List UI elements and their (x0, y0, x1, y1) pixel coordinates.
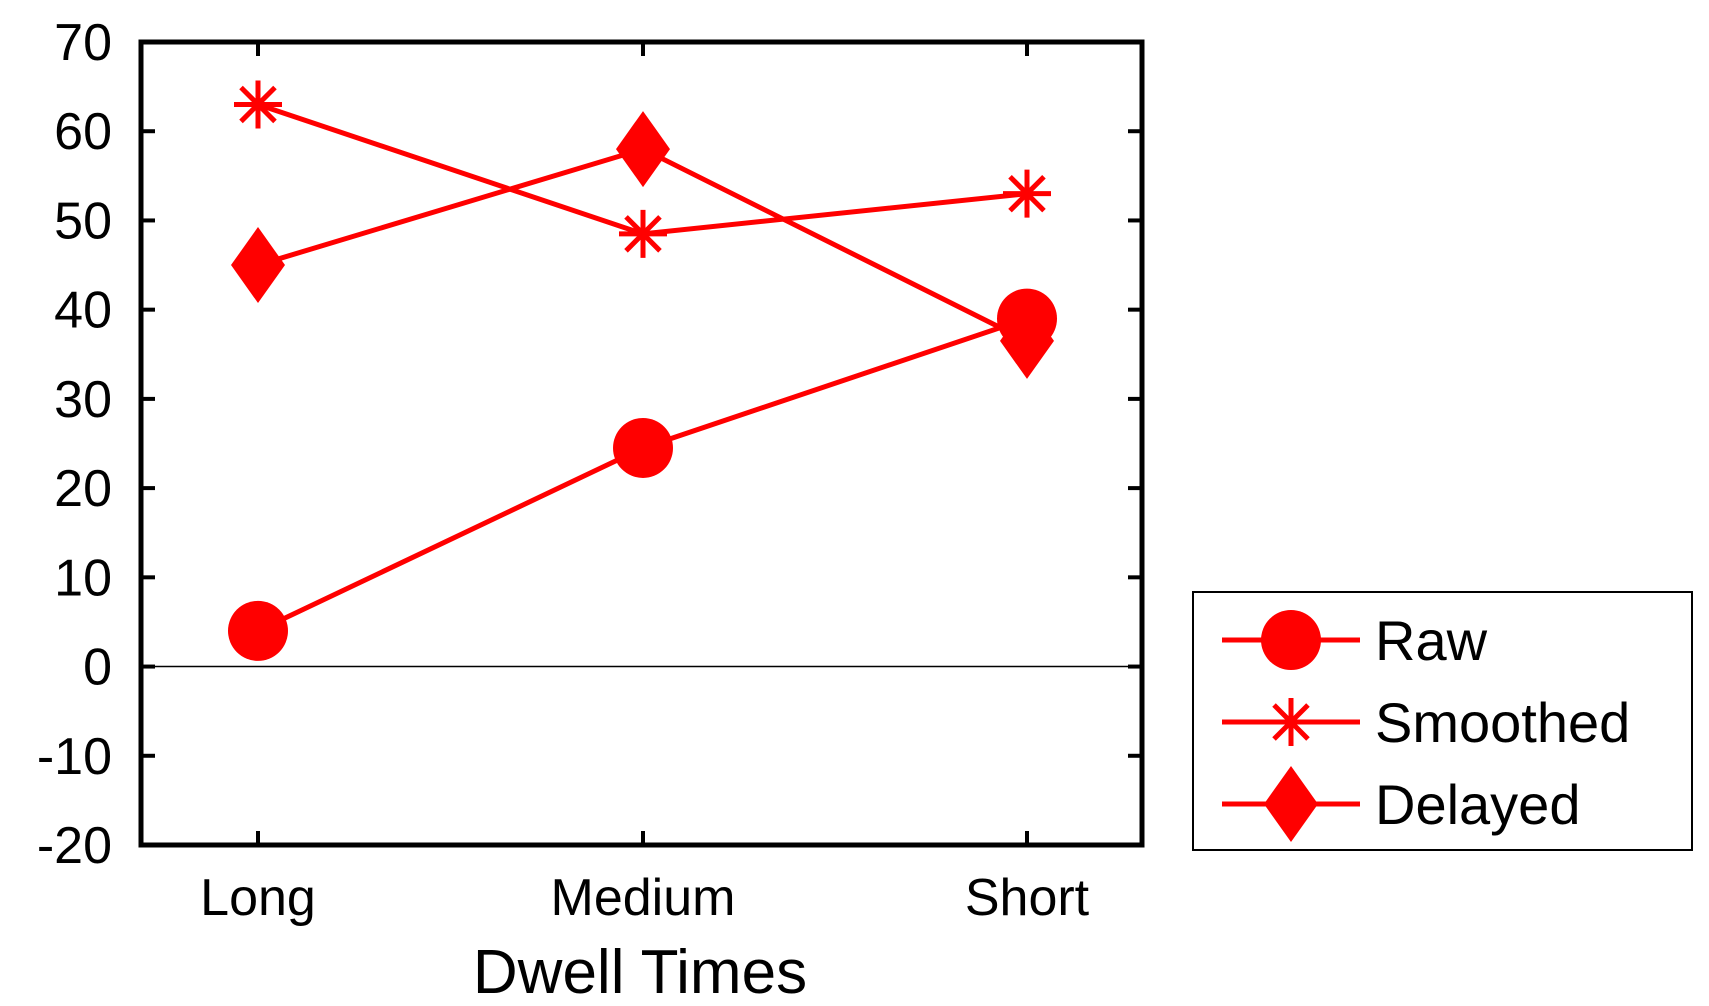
y-tick-label: 20 (54, 460, 112, 518)
y-tick-label: -10 (37, 728, 112, 786)
legend-diamond-marker (1264, 766, 1318, 842)
legend: Raw Smoothed Delayed (1192, 591, 1693, 851)
data-point-asterisk (619, 209, 667, 258)
series-smoothed (234, 80, 1051, 258)
legend-label: Raw (1375, 609, 1488, 672)
data-series (228, 80, 1057, 661)
y-tick-label: 50 (54, 192, 112, 250)
y-tick-labels: 70 60 50 40 30 20 10 0 -10 -20 (37, 14, 112, 875)
data-point-diamond (1000, 302, 1054, 379)
legend-item: Raw (1222, 609, 1488, 672)
y-tick-label: 0 (83, 639, 112, 697)
data-point-diamond (616, 111, 670, 188)
plot-frame (138, 39, 1145, 848)
data-point-asterisk (1003, 169, 1051, 218)
data-point-diamond (231, 227, 285, 304)
data-point-asterisk (234, 80, 282, 129)
y-tick-label: -20 (37, 817, 112, 875)
y-tick-label: 30 (54, 371, 112, 429)
data-point-circle (228, 600, 288, 661)
legend-item: Smoothed (1222, 691, 1630, 754)
y-tick-label: 40 (54, 282, 112, 340)
legend-item: Delayed (1222, 766, 1580, 842)
series-delayed (231, 111, 1054, 379)
x-axis-title: Dwell Times (473, 938, 807, 1006)
x-tick-label: Short (965, 869, 1090, 927)
y-tick-label: 70 (54, 14, 112, 72)
x-tick-labels: Long Medium Short (200, 869, 1090, 927)
legend-label: Delayed (1375, 773, 1580, 836)
legend-circle-marker (1261, 610, 1321, 670)
y-tick-label: 60 (54, 103, 112, 161)
data-point-circle (613, 417, 673, 478)
x-tick-label: Long (200, 869, 316, 927)
x-tick-label: Medium (551, 869, 736, 927)
legend-asterisk-marker (1267, 698, 1315, 746)
legend-label: Smoothed (1375, 691, 1630, 754)
series-raw (228, 288, 1057, 661)
y-tick-label: 10 (54, 549, 112, 607)
